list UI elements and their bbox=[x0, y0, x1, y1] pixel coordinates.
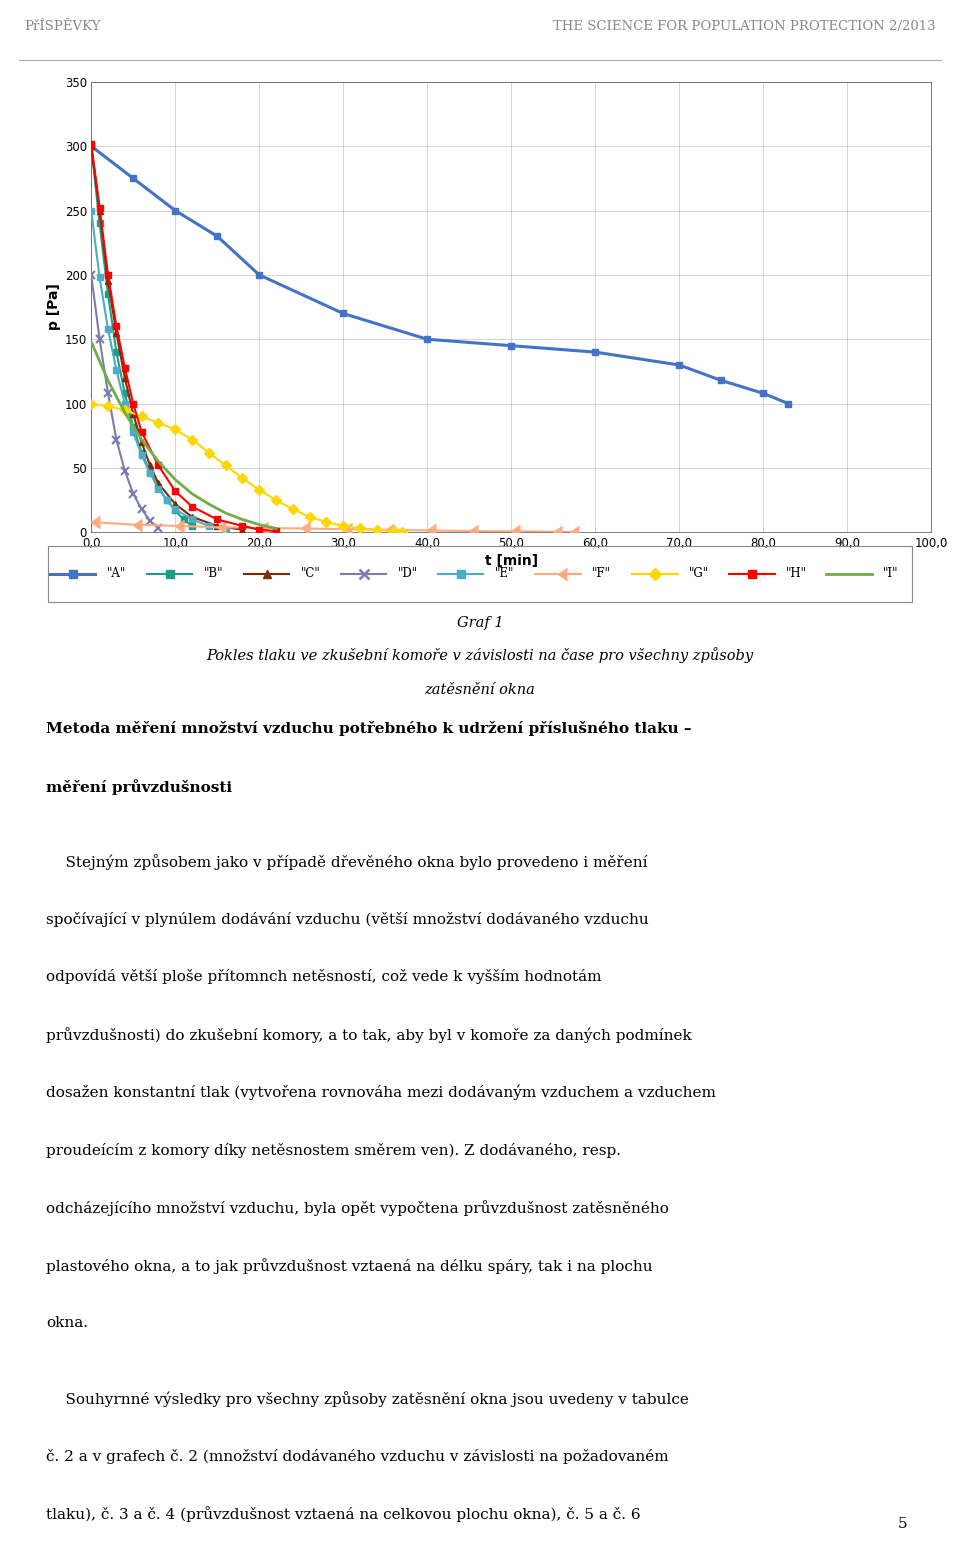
Text: č. 2 a v grafech č. 2 (množství dodávaného vzduchu v závislosti na požadovaném: č. 2 a v grafech č. 2 (množství dodávané… bbox=[46, 1449, 669, 1464]
Text: THE SCIENCE FOR POPULATION PROTECTION 2/2013: THE SCIENCE FOR POPULATION PROTECTION 2/… bbox=[553, 20, 936, 34]
Text: "E": "E" bbox=[494, 568, 515, 580]
Text: Pokles tlaku ve zkušební komoře v závislosti na čase pro všechny způsoby: Pokles tlaku ve zkušební komoře v závisl… bbox=[206, 647, 754, 662]
Text: plastového okna, a to jak průvzdušnost vztaená na délku spáry, tak i na plochu: plastového okna, a to jak průvzdušnost v… bbox=[46, 1258, 653, 1275]
Text: dosažen konstantní tlak (vytvořena rovnováha mezi dodávaným vzduchem a vzduchem: dosažen konstantní tlak (vytvořena rovno… bbox=[46, 1085, 716, 1100]
Text: okna.: okna. bbox=[46, 1316, 88, 1330]
Text: zatěsnění okna: zatěsnění okna bbox=[424, 682, 536, 696]
Text: průvzdušnosti) do zkušební komory, a to tak, aby byl v komoře za daných podmínek: průvzdušnosti) do zkušební komory, a to … bbox=[46, 1028, 692, 1043]
Y-axis label: p [Pa]: p [Pa] bbox=[47, 284, 60, 330]
Text: 5: 5 bbox=[898, 1517, 907, 1532]
Text: proudeícím z komory díky netěsnostem směrem ven). Z dodávaného, resp.: proudeícím z komory díky netěsnostem smě… bbox=[46, 1143, 621, 1157]
Text: "D": "D" bbox=[397, 568, 418, 580]
Text: Souhyrnné výsledky pro všechny způsoby zatěsnění okna jsou uvedeny v tabulce: Souhyrnné výsledky pro všechny způsoby z… bbox=[46, 1392, 689, 1407]
X-axis label: t [min]: t [min] bbox=[485, 554, 538, 568]
Text: Metoda měření množství vzduchu potřebného k udržení příslušného tlaku –: Metoda měření množství vzduchu potřebnéh… bbox=[46, 721, 692, 736]
Text: "F": "F" bbox=[592, 568, 611, 580]
Text: měření průvzdušnosti: měření průvzdušnosti bbox=[46, 779, 232, 795]
Text: Stejným způsobem jako v případě dřevěného okna bylo provedeno i měření: Stejným způsobem jako v případě dřevěnéh… bbox=[46, 853, 648, 870]
Text: "G": "G" bbox=[689, 568, 709, 580]
Text: "I": "I" bbox=[883, 568, 899, 580]
Text: "A": "A" bbox=[107, 568, 126, 580]
Text: spočívající v plynúlem dodávání vzduchu (větší množství dodávaného vzduchu: spočívající v plynúlem dodávání vzduchu … bbox=[46, 912, 649, 926]
Text: "B": "B" bbox=[204, 568, 223, 580]
Text: "C": "C" bbox=[300, 568, 321, 580]
Text: odpovídá větší ploše přítomnch netěsností, což vede k vyšším hodnotám: odpovídá větší ploše přítomnch netěsnost… bbox=[46, 969, 602, 984]
Text: tlaku), č. 3 a č. 4 (průvzdušnost vztaená na celkovou plochu okna), č. 5 a č. 6: tlaku), č. 3 a č. 4 (průvzdušnost vztaen… bbox=[46, 1506, 640, 1523]
Text: Graf 1: Graf 1 bbox=[457, 616, 503, 630]
Text: "H": "H" bbox=[786, 568, 807, 580]
Text: odcházejícího množství vzduchu, byla opět vypočtena průvzdušnost zatěsněného: odcházejícího množství vzduchu, byla opě… bbox=[46, 1200, 669, 1216]
Text: PřÍSPĔVKY: PřÍSPĔVKY bbox=[24, 20, 101, 34]
